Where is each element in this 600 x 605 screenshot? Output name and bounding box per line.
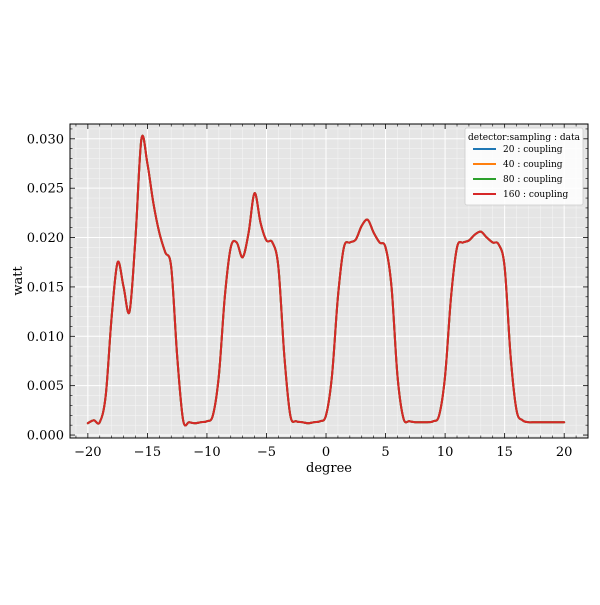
y-axis-label: watt — [11, 266, 26, 296]
x-tick-label: −10 — [193, 445, 220, 460]
legend-entry-label: 20 : coupling — [503, 145, 563, 155]
x-tick-label: 0 — [322, 445, 330, 460]
y-tick-label: 0.010 — [27, 330, 64, 345]
y-tick-label: 0.025 — [27, 182, 64, 197]
x-tick-label: −20 — [74, 445, 101, 460]
y-tick-label: 0.005 — [27, 379, 64, 394]
y-tick-label: 0.030 — [27, 132, 64, 147]
legend-entry-label: 80 : coupling — [503, 175, 563, 185]
x-axis-label: degree — [306, 461, 352, 476]
legend-box — [464, 127, 584, 206]
ticks-layer — [70, 124, 589, 438]
y-tick-label: 0.015 — [27, 280, 64, 295]
y-tick-label: 0.020 — [27, 231, 64, 246]
x-tick-label: 15 — [496, 445, 513, 460]
x-tick-label: 20 — [556, 445, 573, 460]
legend: detector:sampling : data 20 : coupling 40… — [464, 127, 584, 206]
y-tick-label: 0.000 — [27, 429, 64, 444]
x-tick-label: 5 — [381, 445, 389, 460]
legend-entries: 20 : coupling 40 : coupling 80 : coupling 1… — [473, 145, 569, 200]
legend-entry-label: 160 : coupling — [503, 190, 569, 200]
series-line-160-coupling — [86, 134, 566, 427]
tick-labels-layer: −20 −15 −10 −5 0 5 10 15 20 0.000 0.005 0.010 0.015 0… — [27, 132, 573, 460]
x-tick-label: −5 — [257, 445, 276, 460]
plot-frame — [69, 123, 589, 439]
legend-entry-label: 40 : coupling — [503, 160, 563, 170]
x-tick-label: 10 — [437, 445, 454, 460]
series-layer — [86, 134, 566, 427]
x-tick-label: −15 — [134, 445, 161, 460]
legend-title: detector:sampling : data — [468, 133, 581, 143]
